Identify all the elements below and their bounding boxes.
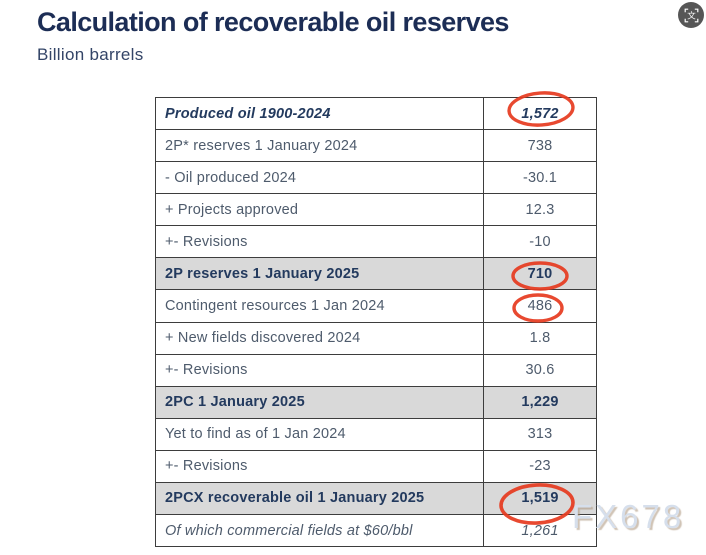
row-label: 2P* reserves 1 January 2024 xyxy=(165,137,358,154)
row-value: 313 xyxy=(483,418,596,450)
row-value: -30.1 xyxy=(483,162,596,194)
table-row: +- Revisions -23 xyxy=(156,450,596,483)
row-value: -10 xyxy=(483,226,596,258)
row-value: -23 xyxy=(483,450,596,482)
row-label: + New fields discovered 2024 xyxy=(165,330,361,347)
row-label: + Projects approved xyxy=(165,201,299,218)
table-row: + New fields discovered 2024 1.8 xyxy=(156,322,596,355)
row-label: 2PCX recoverable oil 1 January 2025 xyxy=(165,490,425,507)
table-row: 2P* reserves 1 January 2024 738 xyxy=(156,130,596,163)
row-label: 2PC 1 January 2025 xyxy=(165,394,305,411)
watermark: FX678 xyxy=(572,498,685,535)
row-value: 1,229 xyxy=(483,386,596,418)
table-row: + Projects approved 12.3 xyxy=(156,194,596,227)
table-row: Produced oil 1900-2024 1,572 xyxy=(156,98,596,131)
table-row: +- Revisions -10 xyxy=(156,226,596,259)
translate-glyph: 文 xyxy=(687,10,696,20)
row-value: 486 xyxy=(483,290,596,322)
table-row: Contingent resources 1 Jan 2024 486 xyxy=(156,290,596,323)
table-row: - Oil produced 2024 -30.1 xyxy=(156,162,596,195)
row-label: Yet to find as of 1 Jan 2024 xyxy=(165,426,346,443)
row-value: 12.3 xyxy=(483,194,596,226)
row-label: Contingent resources 1 Jan 2024 xyxy=(165,298,385,314)
table-row-subtotal: 2P reserves 1 January 2025 710 xyxy=(156,258,596,291)
row-label: +- Revisions xyxy=(165,458,248,475)
row-label: Produced oil 1900-2024 xyxy=(165,105,331,122)
table-row: Of which commercial fields at $60/bbl 1,… xyxy=(156,515,596,547)
table-row-subtotal: 2PCX recoverable oil 1 January 2025 1,51… xyxy=(156,482,596,516)
row-label: - Oil produced 2024 xyxy=(165,169,297,186)
table-row: Yet to find as of 1 Jan 2024 313 xyxy=(156,418,596,451)
row-value: 30.6 xyxy=(483,354,596,386)
row-value: 1.8 xyxy=(483,322,596,354)
row-value: 1,572 xyxy=(483,98,596,130)
page-title: Calculation of recoverable oil reserves xyxy=(37,7,509,37)
row-label: +- Revisions xyxy=(165,233,248,250)
table-row: +- Revisions 30.6 xyxy=(156,354,596,387)
row-value: 1,261 xyxy=(483,515,596,547)
row-value: 738 xyxy=(483,130,596,162)
screenshot-translate-button[interactable]: 文 xyxy=(678,2,704,28)
page-subtitle: Billion barrels xyxy=(37,45,144,64)
row-value: 710 xyxy=(483,258,596,290)
translate-icon: 文 xyxy=(684,8,698,22)
reserves-table: Produced oil 1900-2024 1,572 2P* reserve… xyxy=(155,97,597,547)
row-label: 2P reserves 1 January 2025 xyxy=(165,265,360,282)
row-label: Of which commercial fields at $60/bbl xyxy=(165,522,413,539)
table-row-subtotal: 2PC 1 January 2025 1,229 xyxy=(156,386,596,419)
row-label: +- Revisions xyxy=(165,362,248,379)
